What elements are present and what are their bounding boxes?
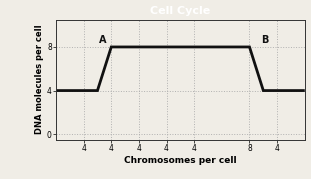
Text: A: A: [99, 35, 107, 45]
Y-axis label: DNA molecules per cell: DNA molecules per cell: [35, 25, 44, 134]
Text: Cell Cycle: Cell Cycle: [150, 6, 211, 16]
X-axis label: Chromosomes per cell: Chromosomes per cell: [124, 156, 237, 165]
Text: B: B: [261, 35, 268, 45]
